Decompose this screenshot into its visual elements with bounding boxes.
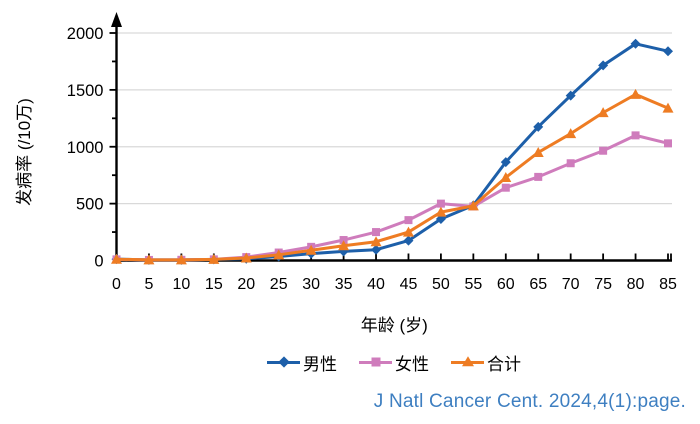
- x-tick-label: 75: [594, 276, 612, 293]
- male-line-swatch: [267, 356, 300, 368]
- x-tick-label: 10: [172, 276, 190, 293]
- legend-label-total: 合计: [487, 354, 521, 374]
- triangle-marker-icon: [461, 356, 474, 367]
- x-tick-label: 0: [112, 276, 121, 293]
- x-tick-label: 60: [497, 276, 515, 293]
- y-axis-title: 发病率 (/10万): [15, 98, 34, 206]
- y-tick-label: 1500: [67, 82, 104, 100]
- total-series-marker: [143, 254, 155, 265]
- total-series-marker: [630, 88, 642, 99]
- x-tick-label: 40: [367, 276, 385, 293]
- diamond-marker-icon: [277, 356, 290, 368]
- total-series-marker: [305, 244, 317, 255]
- female-series-marker: [599, 146, 608, 155]
- total-series-marker: [435, 206, 447, 217]
- female-series-marker: [566, 159, 575, 168]
- legend: 男性 女性 合计: [116, 350, 672, 375]
- total-series-marker: [338, 240, 350, 251]
- female-series-marker: [631, 131, 640, 140]
- legend-item-female: 女性: [359, 350, 429, 375]
- male-series-marker: [403, 235, 414, 246]
- male-series-marker: [663, 46, 673, 57]
- total-series-marker: [208, 253, 220, 264]
- male-series-marker: [598, 60, 609, 71]
- y-tick-label: 500: [76, 196, 104, 214]
- legend-label-male: 男性: [303, 354, 337, 374]
- y-tick-label: 0: [94, 253, 103, 271]
- x-tick-label: 20: [237, 276, 255, 293]
- total-line-swatch: [451, 356, 484, 367]
- female-series-marker: [534, 172, 543, 181]
- x-tick-label: 15: [205, 276, 223, 293]
- male-series-marker: [565, 90, 576, 101]
- x-tick-label: 25: [270, 276, 288, 293]
- male-series-marker: [500, 157, 511, 168]
- x-tick-label: 35: [335, 276, 353, 293]
- total-series-marker: [467, 200, 479, 211]
- male-series-marker: [371, 244, 382, 255]
- citation-text: J Natl Cancer Cent. 2024,4(1):page.: [373, 391, 686, 412]
- female-line-swatch: [359, 357, 392, 367]
- female-series-line: [115, 133, 670, 262]
- female-series-marker: [436, 199, 445, 208]
- male-series-marker: [533, 121, 544, 132]
- x-tick-label: 80: [627, 276, 645, 293]
- x-tick-label: 45: [400, 276, 418, 293]
- legend-item-male: 男性: [267, 350, 337, 375]
- total-series-marker: [111, 253, 122, 264]
- x-tick-label: 5: [144, 276, 153, 293]
- x-tick-label: 30: [302, 276, 320, 293]
- total-series-marker: [565, 128, 577, 139]
- y-tick-label: 1000: [67, 139, 104, 157]
- total-series-marker: [175, 254, 187, 265]
- x-tick-label: 55: [464, 276, 482, 293]
- x-axis-title: 年龄 (岁): [361, 316, 428, 335]
- y-axis-arrow-icon: [111, 12, 122, 27]
- female-series-marker: [501, 183, 510, 192]
- total-series-marker: [402, 226, 414, 237]
- y-tick-label: 2000: [67, 25, 104, 43]
- male-series-marker: [630, 38, 641, 49]
- total-series-marker: [597, 107, 609, 118]
- x-tick-label: 85: [659, 276, 677, 293]
- total-series-marker: [532, 146, 544, 157]
- legend-item-total: 合计: [451, 350, 521, 375]
- total-series-marker: [662, 102, 674, 113]
- total-series-line: [115, 92, 670, 262]
- total-series-marker: [370, 236, 382, 247]
- x-tick-label: 70: [562, 276, 580, 293]
- square-marker-icon: [371, 357, 380, 367]
- incidence-line-chart: 0 5 10 15 20 25 30 35 40 45 50 55 60 65 70 75 80 85 0 500 10…: [15, 12, 677, 335]
- female-series-marker: [339, 236, 348, 245]
- x-tick-label: 65: [529, 276, 547, 293]
- x-tick-label: 50: [432, 276, 450, 293]
- total-series-marker: [500, 171, 512, 182]
- total-series-marker: [240, 252, 252, 263]
- female-series-marker: [664, 139, 672, 148]
- total-series-marker: [273, 249, 285, 260]
- legend-label-female: 女性: [395, 354, 429, 374]
- female-series-marker: [404, 216, 413, 225]
- female-series-marker: [372, 228, 381, 237]
